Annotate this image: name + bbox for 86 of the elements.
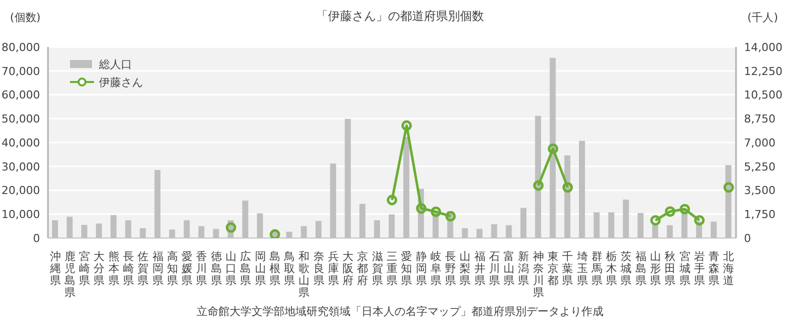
point (664, 206, 676, 217)
x-tick-label: 石川県 (488, 250, 500, 287)
point (430, 206, 442, 217)
x-tick-label: 愛知県 (401, 250, 412, 287)
point (650, 215, 661, 226)
x-tick-label: 宮城県 (678, 250, 690, 287)
y-tick-label: 20,000 (2, 184, 40, 198)
y2-tick-label: 10,500 (744, 88, 782, 102)
x-tick-label: 静岡県 (416, 250, 427, 287)
x-tick-label: 山梨県 (460, 250, 471, 287)
y2-tick-label: 1,750 (744, 208, 776, 222)
y2-tick-label: 0 (744, 232, 751, 245)
x-tick-label: 茨城県 (620, 250, 632, 287)
x-tick-label: 鹿児島県 (64, 250, 76, 299)
y2-tick-label: 14,000 (744, 40, 782, 54)
x-tick-label: 福井県 (474, 250, 486, 287)
y-tick-label: 10,000 (2, 208, 40, 222)
y-tick-label: 80,000 (2, 40, 40, 54)
y-tick-label: 0 (33, 232, 40, 245)
point (562, 182, 573, 193)
point (270, 229, 280, 238)
x-tick-label: 富山県 (504, 250, 515, 287)
point (723, 182, 734, 193)
x-tick-label: 千葉県 (562, 250, 574, 287)
x-tick-label: 沖縄県 (48, 250, 61, 287)
x-tick-label: 佐賀県 (138, 250, 149, 287)
x-tick-label: 埼玉県 (576, 250, 588, 287)
x-tick-label: 三重県 (386, 250, 398, 287)
x-tick-label: 岩手県 (694, 250, 705, 287)
x-tick-label: 奈良県 (313, 250, 324, 287)
point (533, 180, 544, 191)
x-tick-label: 京都府 (357, 250, 368, 287)
y2-tick-label: 8,750 (744, 112, 776, 126)
text: 立命館大学文学部地域研究領域「日本人の名字マップ」都道府県別データより作成 (196, 304, 604, 319)
point (680, 204, 690, 214)
x-tick-label: 群馬県 (590, 250, 602, 287)
x-tick-label: 秋田県 (664, 250, 676, 287)
x-tick-label: 長崎県 (123, 250, 134, 287)
chart-title: 「伊藤さん」の都道府県別個数 (316, 9, 484, 23)
y2-tick-label: 3,500 (744, 184, 776, 198)
y-axis-title: (個数) (10, 10, 41, 25)
point (416, 203, 427, 214)
point (694, 215, 705, 226)
x-tick-label: 広島県 (240, 250, 252, 287)
x-tick-label: 大阪府 (342, 250, 354, 287)
x-tick-label: 鳥取県 (283, 250, 296, 287)
y-tick-label: 50,000 (2, 112, 40, 126)
x-tick-label: 高知県 (166, 250, 178, 287)
x-tick-label: 山口県 (225, 250, 236, 287)
x-tick-label: 大分県 (94, 250, 105, 287)
x-tick-label: 滋賀県 (372, 250, 383, 287)
y2-axis-title: (千人) (747, 10, 778, 25)
x-tick-label: 兵庫県 (328, 250, 339, 287)
x-tick-label: 東京都 (548, 250, 559, 287)
point (548, 143, 558, 154)
x-tick-label: 神奈川県 (532, 250, 544, 299)
x-tick-label: 山形県 (650, 250, 661, 287)
x-tick-label: 熊本県 (108, 250, 120, 287)
y-tick-label: 30,000 (2, 160, 40, 174)
y2-tick-label: 12,250 (744, 64, 782, 78)
point (445, 211, 456, 222)
x-tick-label: 福岡県 (152, 250, 164, 287)
x-tick-label: 岐阜県 (430, 250, 442, 287)
x-tick-label: 北海道 (723, 250, 734, 287)
x-tick-label: 新潟県 (518, 250, 530, 287)
x-tick-label: 福島県 (635, 250, 646, 287)
point (401, 120, 412, 131)
x-tick-label: 島根県 (269, 250, 280, 287)
x-tick-label: 香川県 (196, 250, 208, 287)
x-tick-label: 栃木県 (606, 250, 618, 287)
point (386, 194, 398, 206)
x-tick-label: 愛媛県 (182, 250, 193, 287)
y-tick-label: 60,000 (2, 88, 40, 102)
legend-label: 総人口 (99, 56, 132, 72)
point (226, 222, 236, 233)
x-tick-label: 和歌山県 (298, 250, 310, 299)
y2-tick-label: 5,250 (744, 160, 776, 174)
y-tick-label: 40,000 (2, 136, 40, 150)
x-tick-label: 岡山県 (254, 250, 266, 287)
x-tick-label: 青森県 (708, 250, 720, 287)
x-tick-label: 徳島県 (210, 250, 222, 287)
x-tick-label: 宮崎県 (79, 250, 90, 287)
legend-label: 伊藤さん (99, 74, 143, 90)
x-tick-label: 長野県 (445, 250, 456, 287)
y-tick-label: 70,000 (2, 64, 40, 78)
y2-tick-label: 7,000 (744, 136, 776, 150)
